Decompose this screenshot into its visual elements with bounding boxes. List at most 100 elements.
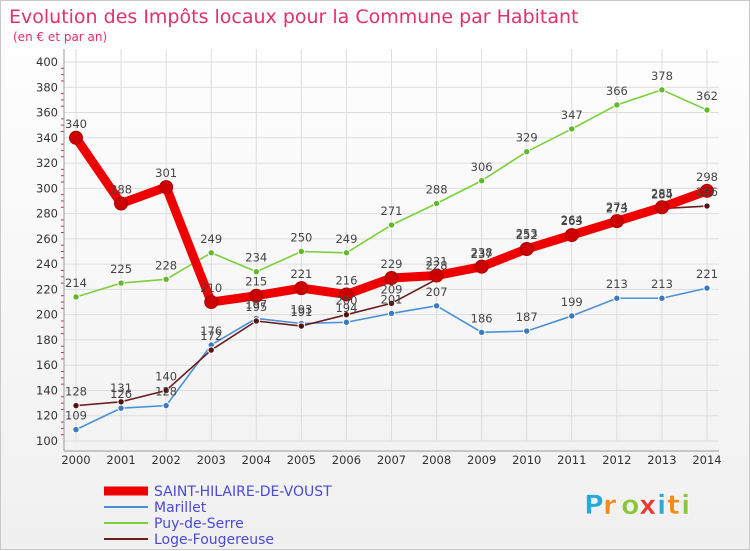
data-point [297, 247, 306, 256]
data-label: 347 [561, 108, 583, 122]
data-label: 221 [696, 267, 718, 281]
x-tick-label: 2000 [61, 453, 90, 467]
y-tick-label: 400 [36, 55, 58, 69]
data-label: 264 [561, 213, 583, 227]
data-label: 213 [606, 277, 628, 291]
data-point [387, 299, 396, 307]
data-point [523, 327, 531, 335]
x-tick-label: 2013 [647, 453, 676, 467]
data-label: 231 [426, 255, 448, 269]
tick-labels: 100 120 140 160 180 200 220 240 260 280 300 320 340 3… [36, 55, 722, 467]
data-point [249, 288, 264, 303]
y-tick-label: 320 [36, 156, 58, 170]
data-label: 263 [561, 214, 583, 228]
data-label: 197 [245, 297, 267, 311]
data-point [609, 214, 624, 229]
y-tick-label: 240 [36, 257, 58, 271]
data-label: 193 [290, 303, 312, 317]
legend-label: Loge-Fougereuse [154, 532, 274, 548]
y-tick-label: 140 [36, 383, 58, 397]
data-label: 213 [651, 277, 673, 291]
data-label: 126 [110, 387, 132, 401]
data-label: 200 [335, 294, 357, 308]
logo-letter: i [657, 490, 666, 521]
data-label: 228 [426, 258, 448, 272]
data-label: 234 [245, 251, 267, 265]
data-label: 186 [471, 311, 493, 325]
data-point [117, 398, 125, 406]
data-point [72, 293, 80, 301]
data-label: 131 [110, 381, 132, 395]
legend: SAINT-HILAIRE-DE-VOUSTMarilletPuy-de-Ser… [104, 484, 332, 548]
data-label: 221 [290, 267, 312, 281]
x-tick-label: 2002 [152, 453, 181, 467]
legend-label: Puy-de-Serre [154, 516, 244, 532]
data-point [523, 147, 531, 156]
data-point [207, 249, 215, 257]
data-point [703, 106, 711, 114]
data-point [69, 130, 83, 145]
y-tick-label: 220 [36, 282, 58, 296]
data-point [568, 312, 576, 320]
y-tick-label: 380 [36, 80, 58, 94]
data-point [658, 294, 666, 302]
data-label: 252 [516, 228, 538, 242]
data-label: 298 [696, 170, 718, 184]
data-point [117, 279, 125, 287]
data-point [477, 177, 486, 185]
data-point [162, 275, 170, 283]
data-label: 249 [200, 232, 222, 246]
data-label: 128 [65, 385, 87, 399]
data-point [703, 202, 711, 210]
data-labels-group: 214 225 228 249 234 250 249 271 288 306 329 347 366 3… [65, 69, 718, 423]
data-point [568, 125, 576, 133]
data-point [339, 287, 354, 302]
data-point [387, 221, 396, 229]
data-label: 216 [335, 273, 357, 287]
data-label: 238 [471, 246, 493, 260]
y-tick-label: 300 [36, 181, 58, 195]
chart-subtitle: (en € et par an) [13, 30, 107, 44]
data-point [519, 241, 534, 256]
y-tick-label: 180 [36, 333, 58, 347]
data-label: 301 [155, 166, 177, 180]
data-label: 140 [155, 369, 177, 383]
data-point [342, 249, 351, 257]
y-tick-label: 260 [36, 232, 58, 246]
data-label: 366 [606, 84, 628, 98]
logo-letter: x [639, 490, 656, 521]
data-point [384, 271, 399, 286]
data-point [703, 284, 711, 292]
data-label: 306 [471, 160, 493, 174]
logo-letter: P [584, 490, 604, 521]
data-label: 128 [155, 385, 177, 399]
data-label: 225 [110, 262, 132, 276]
data-point [564, 228, 579, 243]
x-tick-label: 2008 [422, 453, 451, 467]
data-label: 253 [516, 227, 538, 241]
data-label: 187 [516, 310, 538, 324]
y-tick-label: 200 [36, 308, 58, 322]
y-tick-label: 160 [36, 358, 58, 372]
data-point [700, 183, 714, 198]
data-point [162, 386, 170, 395]
data-point [114, 196, 129, 211]
data-label: 209 [381, 282, 403, 296]
data-point [294, 281, 309, 296]
data-point [432, 199, 441, 208]
logo-letter: t [667, 490, 680, 521]
data-point [72, 425, 80, 434]
legend-label: SAINT-HILAIRE-DE-VOUST [154, 484, 332, 500]
x-tick-label: 2007 [377, 453, 406, 467]
grid-lines [64, 49, 719, 442]
data-point [613, 294, 621, 302]
data-point [207, 346, 215, 354]
data-label: 195 [245, 300, 267, 314]
data-label: 284 [651, 188, 673, 202]
data-label: 288 [110, 182, 132, 196]
data-label: 237 [471, 247, 493, 261]
x-tick-label: 2004 [242, 453, 271, 467]
